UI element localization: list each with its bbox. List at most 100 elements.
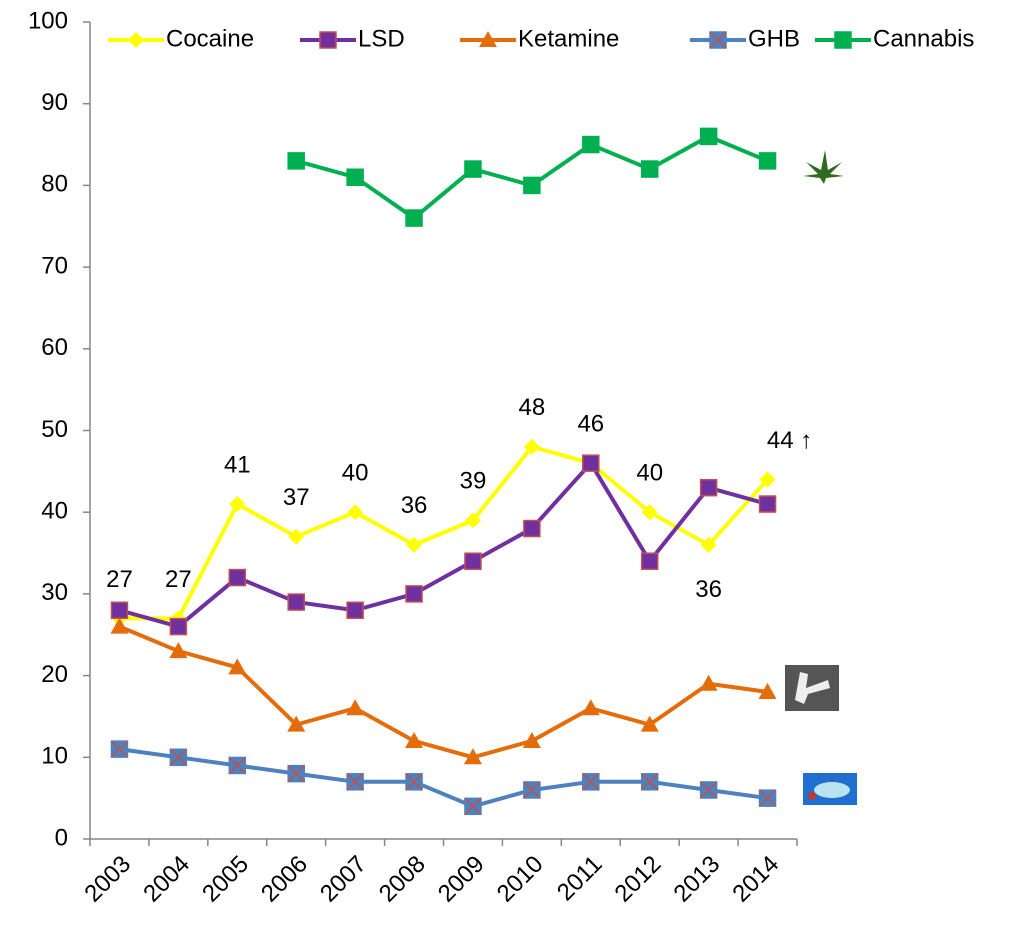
marker-shape <box>128 32 144 48</box>
marker-shape <box>582 454 600 472</box>
y-tick-label: 20 <box>41 661 68 688</box>
legend-label: GHB <box>748 25 800 52</box>
marker-shape <box>640 160 659 178</box>
data-point <box>758 682 777 699</box>
data-point <box>347 504 364 521</box>
marker-shape <box>641 773 659 791</box>
marker-shape <box>463 748 482 765</box>
marker-shape <box>699 127 718 146</box>
x-tick-label: 2010 <box>492 851 549 908</box>
marker-shape <box>405 773 423 791</box>
data-point <box>700 536 717 553</box>
data-point <box>169 617 188 636</box>
data-point <box>523 781 541 799</box>
data-point <box>522 731 541 748</box>
marker-shape <box>169 748 187 766</box>
marker-shape <box>406 536 423 553</box>
data-point <box>463 748 482 765</box>
marker-shape <box>346 773 364 791</box>
data-label: 46 <box>577 411 604 438</box>
y-tick-label: 70 <box>41 252 68 279</box>
y-tick-label: 80 <box>41 171 68 198</box>
marker-shape <box>228 568 247 587</box>
marker-shape <box>110 740 128 758</box>
data-point <box>405 209 423 227</box>
marker-shape <box>523 781 541 799</box>
data-point <box>287 593 305 611</box>
data-point <box>228 658 247 675</box>
x-tick-label: 2006 <box>256 851 313 908</box>
data-point <box>288 528 305 545</box>
marker-shape <box>228 756 246 775</box>
marker-shape <box>758 152 777 170</box>
marker-shape <box>319 31 337 49</box>
data-point <box>641 504 658 521</box>
data-point <box>523 176 541 195</box>
data-point <box>464 797 482 816</box>
x-tick-label: 2014 <box>727 851 784 908</box>
data-point <box>582 773 600 791</box>
marker-shape <box>699 674 718 691</box>
legend-marker <box>834 31 852 49</box>
marker-shape <box>464 797 482 815</box>
legend-marker <box>479 31 497 47</box>
legend-label: Cannabis <box>873 25 974 52</box>
x-tick-label: 2005 <box>197 851 254 908</box>
data-point <box>169 748 188 767</box>
data-point <box>405 773 423 791</box>
marker-shape <box>700 536 717 553</box>
data-point <box>229 496 246 513</box>
marker-shape <box>464 160 482 178</box>
data-point <box>228 568 247 587</box>
x-tick-label: 2007 <box>315 851 372 908</box>
legend-label: Ketamine <box>518 25 619 52</box>
marker-shape <box>523 519 541 538</box>
x-tick-label: 2008 <box>374 851 431 908</box>
data-point <box>346 601 364 619</box>
data-point <box>464 512 481 529</box>
data-point <box>110 601 129 619</box>
marker-shape <box>169 642 188 659</box>
data-point <box>110 740 129 758</box>
y-tick-label: 40 <box>41 498 68 525</box>
marker-shape <box>464 552 482 570</box>
data-point <box>110 617 129 634</box>
data-label: 36 <box>695 576 722 603</box>
marker-shape <box>709 31 727 49</box>
marker-shape <box>759 789 777 807</box>
data-label: 41 <box>224 451 251 478</box>
legend-marker <box>319 31 337 49</box>
ketamine-icon <box>785 665 839 711</box>
data-point <box>758 152 777 170</box>
series-line <box>119 444 770 621</box>
x-tick-label: 2013 <box>669 851 726 908</box>
data-point <box>758 495 777 513</box>
legend-label: LSD <box>358 25 405 52</box>
data-point <box>346 168 364 186</box>
data-point <box>582 454 600 472</box>
data-point <box>406 536 423 553</box>
marker-shape <box>700 781 718 799</box>
marker-shape <box>582 135 600 154</box>
series-line <box>119 747 768 809</box>
data-point <box>228 756 247 775</box>
y-tick-label: 60 <box>41 334 68 361</box>
marker-shape <box>522 731 541 748</box>
legend-marker <box>709 31 727 49</box>
data-point <box>581 699 600 716</box>
data-point <box>287 152 305 170</box>
data-label: 27 <box>106 566 133 593</box>
x-tick-label: 2004 <box>138 851 195 908</box>
marker-shape <box>834 31 852 49</box>
data-label: 40 <box>636 460 663 487</box>
data-point <box>582 135 600 154</box>
marker-shape <box>405 731 424 748</box>
data-point <box>464 160 482 178</box>
marker-shape <box>346 601 364 619</box>
marker-shape <box>523 176 541 195</box>
marker-shape <box>581 699 600 716</box>
data-point <box>640 773 659 791</box>
marker-shape <box>287 593 305 611</box>
data-point <box>759 471 776 488</box>
